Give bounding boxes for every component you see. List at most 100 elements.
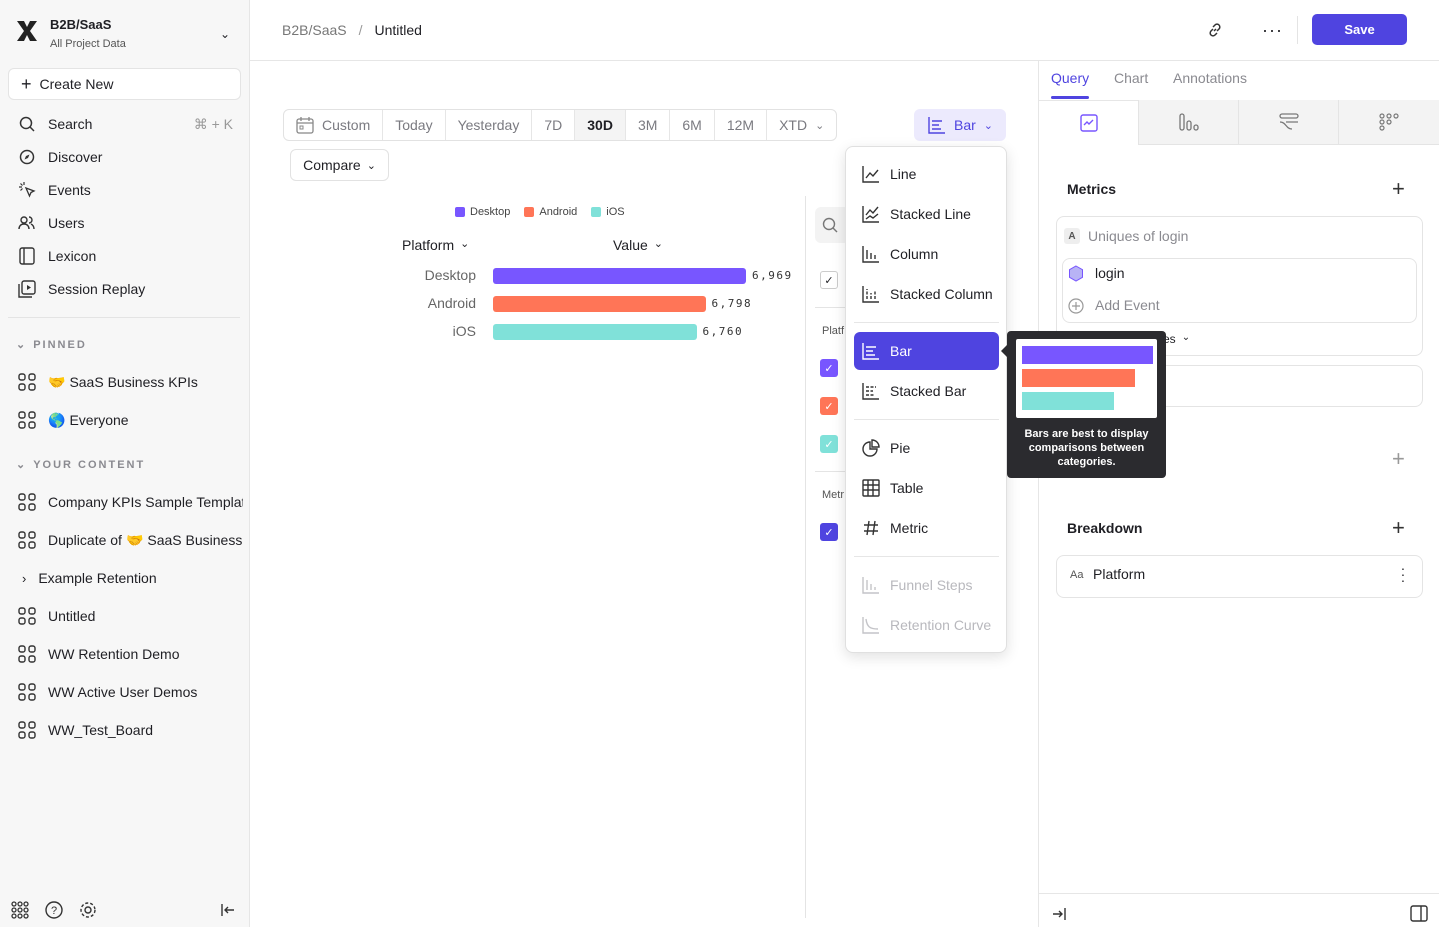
date-option-today[interactable]: Today (383, 110, 446, 140)
add-metric-button[interactable]: + (1392, 176, 1405, 201)
legend-item[interactable]: Desktop (455, 206, 510, 218)
bar-category-label: iOS (452, 323, 476, 339)
settings-gear-icon[interactable] (79, 901, 97, 919)
platform-column-header[interactable]: Platform ⌄ (402, 237, 470, 253)
pinned-item[interactable]: 🤝 SaaS Business KPIs (18, 371, 243, 393)
help-icon[interactable]: ? (45, 901, 63, 919)
menu-divider (854, 322, 999, 323)
date-option-yesterday[interactable]: Yesterday (446, 110, 533, 140)
add-breakdown-button[interactable]: + (1392, 515, 1405, 540)
select-all-checkbox[interactable]: ✓ (820, 271, 838, 289)
retention-report-tab[interactable] (1338, 100, 1439, 145)
line-chart-icon (862, 165, 880, 183)
funnels-report-tab[interactable] (1138, 100, 1238, 145)
your-content-section-toggle[interactable]: ⌄ YOUR CONTENT (16, 458, 146, 472)
funnel-icon (862, 576, 880, 594)
date-option-7d[interactable]: 7D (532, 110, 576, 140)
pinned-section-toggle[interactable]: ⌄ PINNED (16, 338, 87, 352)
project-chevron-icon[interactable]: ⌄ (220, 27, 231, 41)
search-shortcut: ⌘ + K (193, 115, 233, 132)
chart-type-metric[interactable]: Metric (854, 509, 999, 547)
series-search-button[interactable] (815, 207, 850, 243)
insights-icon (1079, 113, 1098, 132)
date-option-3m[interactable]: 3M (626, 110, 671, 140)
add-event-button[interactable]: Add Event (1095, 297, 1160, 313)
stacked-bar-icon (862, 382, 880, 400)
breakdown-section-title: Breakdown (1067, 520, 1143, 536)
event-hexagon-icon (1068, 265, 1084, 282)
toggle-layout-icon[interactable] (1410, 905, 1428, 922)
dashboard-icon (18, 531, 36, 549)
date-option-custom[interactable]: Custom (284, 110, 384, 140)
insights-report-tab[interactable] (1039, 100, 1138, 145)
desktop-checkbox[interactable]: ✓ (820, 359, 838, 377)
chart-type-bar[interactable]: Bar (854, 332, 999, 370)
date-option-30d[interactable]: 30D (575, 110, 626, 140)
breakdown-item[interactable] (1056, 555, 1423, 598)
bar-category-label: Android (427, 295, 476, 311)
breakdown-name: Platform (1093, 566, 1146, 582)
tab-query[interactable]: Query (1051, 70, 1090, 86)
hash-icon (862, 519, 880, 537)
folder-item[interactable]: › Example Retention (22, 570, 157, 586)
bar-ios[interactable] (493, 324, 697, 340)
add-filter-button[interactable]: + (1392, 446, 1405, 471)
more-options-icon[interactable]: ··· (1262, 20, 1283, 40)
chart-type-table[interactable]: Table (854, 469, 999, 507)
flows-report-tab[interactable] (1238, 100, 1338, 145)
chart-type-pie[interactable]: Pie (854, 429, 999, 467)
link-icon[interactable] (1207, 22, 1223, 38)
breadcrumb-project[interactable]: B2B/SaaS (282, 22, 347, 38)
chart-type-column[interactable]: Column (854, 235, 999, 273)
measurement-dropdown[interactable]: es ⌄ (1163, 332, 1191, 346)
create-new-button[interactable]: + Create New (8, 68, 241, 100)
sidebar-item-events[interactable]: Events (18, 179, 91, 201)
project-name[interactable]: B2B/SaaS (50, 17, 112, 32)
string-type-badge: Aa (1070, 569, 1084, 581)
metric-name[interactable]: Uniques of login (1088, 228, 1189, 244)
sidebar-item-session-replay[interactable]: Session Replay (18, 278, 145, 300)
event-list (1062, 258, 1417, 323)
pinned-item[interactable]: 🌎 Everyone (18, 409, 243, 431)
tab-chart[interactable]: Chart (1114, 70, 1149, 86)
sidebar-item-search[interactable]: Search ⌘ + K (18, 113, 233, 135)
chart-type-stacked-column[interactable]: Stacked Column (854, 275, 999, 313)
bar-desktop[interactable] (493, 268, 746, 284)
content-item[interactable]: WW Retention Demo (18, 643, 243, 665)
sidebar-item-users[interactable]: Users (18, 212, 85, 234)
sidebar-item-lexicon[interactable]: Lexicon (18, 245, 96, 267)
chart-type-stacked-line[interactable]: Stacked Line (854, 195, 999, 233)
android-checkbox[interactable]: ✓ (820, 397, 838, 415)
legend-item[interactable]: Android (524, 206, 577, 218)
date-option-6m[interactable]: 6M (670, 110, 715, 140)
date-option-12m[interactable]: 12M (715, 110, 768, 140)
metric-checkbox[interactable]: ✓ (820, 523, 838, 541)
breakdown-kebab-icon[interactable]: · · · (1400, 560, 1406, 588)
chart-type-dropdown[interactable]: Bar ⌄ (914, 109, 1006, 141)
breadcrumb-report[interactable]: Untitled (374, 22, 422, 38)
legend-swatch (591, 207, 602, 217)
sidebar-item-discover[interactable]: Discover (18, 146, 102, 168)
compare-dropdown[interactable]: Compare ⌄ (290, 149, 389, 181)
chart-type-line[interactable]: Line (854, 155, 999, 193)
dashboard-icon (18, 721, 36, 739)
plus-icon: + (21, 73, 32, 94)
chart-type-stacked-bar[interactable]: Stacked Bar (854, 372, 999, 410)
content-item[interactable]: Duplicate of 🤝 SaaS Business (18, 529, 243, 551)
bar-android[interactable] (493, 296, 706, 312)
content-item[interactable]: WW_Test_Board (18, 719, 243, 741)
content-item[interactable]: Company KPIs Sample Templat (18, 491, 243, 513)
legend-item[interactable]: iOS (591, 206, 625, 218)
event-login[interactable]: login (1095, 265, 1125, 281)
value-column-header[interactable]: Value ⌄ (613, 237, 663, 253)
collapse-panel-icon[interactable] (1051, 906, 1067, 922)
chart-type-retention-curve: Retention Curve (854, 606, 999, 644)
tab-annotations[interactable]: Annotations (1173, 70, 1247, 86)
save-button[interactable]: Save (1312, 14, 1407, 45)
ios-checkbox[interactable]: ✓ (820, 435, 838, 453)
content-item[interactable]: WW Active User Demos (18, 681, 243, 703)
apps-grid-icon[interactable] (11, 901, 29, 919)
date-option-xtd[interactable]: XTD ⌄ (779, 117, 825, 133)
content-item[interactable]: Untitled (18, 605, 243, 627)
collapse-sidebar-icon[interactable] (220, 902, 236, 918)
